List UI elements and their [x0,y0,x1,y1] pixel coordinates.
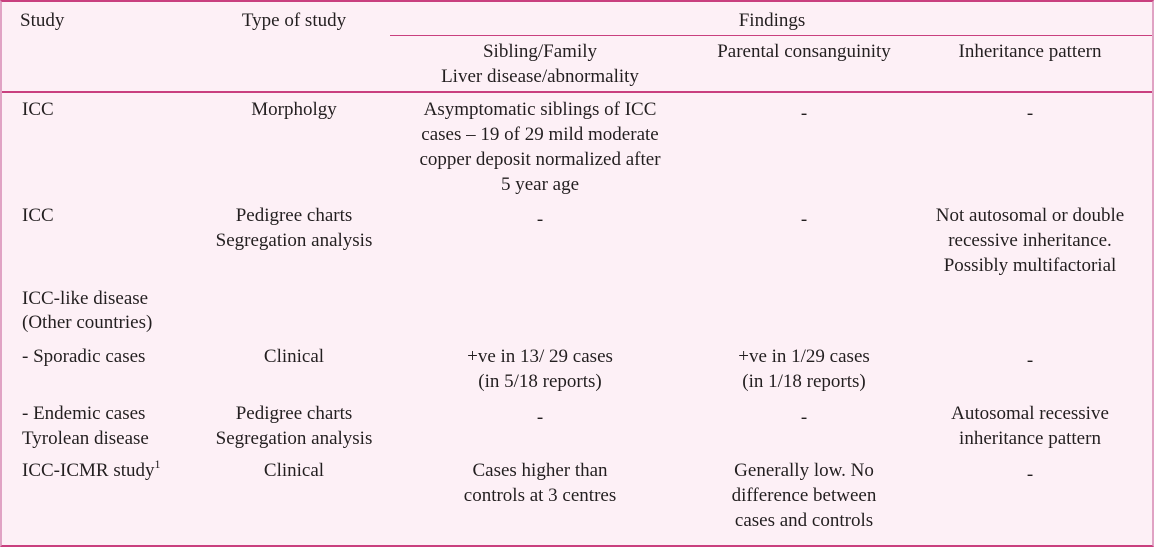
row4-type-2: Segregation analysis [215,428,373,449]
row1-inheritance-1: Not autosomal or double [935,205,1125,226]
header-sibling-line2: Liver disease/abnormality [441,66,639,87]
row3-sibling-2: (in 5/18 reports) [478,371,602,392]
row3-sibling-1: +ve in 13/ 29 cases [467,346,613,367]
header-sibling-line1: Sibling/Family [482,41,598,62]
row1-study: ICC [22,205,54,226]
row5-inheritance: - [1026,464,1034,485]
row4-inheritance-1: Autosomal recessive [951,403,1109,424]
header-consanguinity: Parental consanguinity [717,41,891,62]
row5-type: Clinical [263,460,325,481]
row5-sibling-1: Cases higher than [472,460,608,481]
header-findings: Findings [738,10,806,31]
row3-type: Clinical [263,346,325,367]
row0-sibling-1: Asymptomatic siblings of ICC [423,99,657,120]
row0-sibling-3: copper deposit normalized after [419,149,661,170]
row0-inheritance: - [1026,103,1034,124]
row1-type-1: Pedigree charts [235,205,353,226]
row0-consanguinity: - [800,103,808,124]
row3-consanguinity-1: +ve in 1/29 cases [738,346,870,367]
row0-study: ICC [22,99,54,120]
row0-type: Morpholgy [251,99,337,120]
row4-sibling: - [536,407,544,428]
row5-study-label: ICC-ICMR study [22,460,155,481]
row0-sibling-4: 5 year age [500,174,580,195]
header-study: Study [20,10,65,31]
row5-consanguinity-2: difference between [731,485,877,506]
row3-study: - Sporadic cases [22,346,146,367]
row3-inheritance: - [1026,350,1034,371]
row0-sibling-2: cases – 19 of 29 mild moderate [421,124,659,145]
row2-study-2: (Other countries) [22,312,153,333]
row4-consanguinity: - [800,407,808,428]
table-body [2,93,1152,545]
row5-consanguinity-1: Generally low. No [734,460,874,481]
row4-study-1: - Endemic cases [22,403,146,424]
row5-sibling-2: controls at 3 centres [463,485,617,506]
row4-study-2: Tyrolean disease [22,428,149,449]
row1-consanguinity: - [800,209,808,230]
row4-inheritance-2: inheritance pattern [959,428,1101,449]
row3-consanguinity-2: (in 1/18 reports) [742,371,866,392]
row1-sibling: - [536,209,544,230]
findings-divider [390,35,1152,36]
row2-study-1: ICC-like disease [22,288,149,309]
row1-inheritance-2: recessive inheritance. [948,230,1112,251]
row5-study: ICC-ICMR study1 [22,458,161,483]
row1-inheritance-3: Possibly multifactorial [943,255,1117,276]
table-header: Study Type of study Findings Sibling/Fam… [2,2,1152,92]
row5-consanguinity-3: cases and controls [734,510,874,531]
header-divider [2,91,1152,93]
row1-type-2: Segregation analysis [215,230,373,251]
row5-study-footnote: 1 [154,456,161,471]
header-type-of-study: Type of study [241,10,347,31]
header-inheritance: Inheritance pattern [958,41,1102,62]
row4-type-1: Pedigree charts [235,403,353,424]
